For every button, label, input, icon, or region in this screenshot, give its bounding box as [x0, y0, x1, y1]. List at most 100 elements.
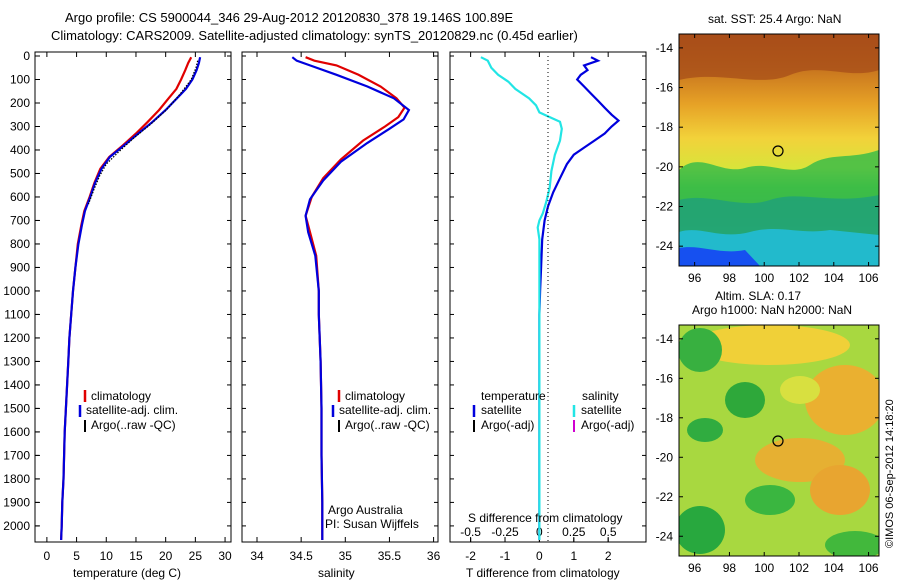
- depth-tick-label: 700: [10, 213, 30, 227]
- salinity-plot: 34 34.5 35 35.5 36: [242, 52, 441, 563]
- temperature-xlabel: temperature (deg C): [73, 566, 181, 580]
- x-tick-label: -1: [500, 549, 511, 563]
- series-line-1: [480, 56, 563, 540]
- map-lat-label: -18: [656, 411, 674, 425]
- salinity-panel: [241, 51, 439, 543]
- map-lat-label: -20: [656, 160, 674, 174]
- imos-stamp: ©IMOS 06-Sep-2012 14:18:20: [884, 399, 896, 548]
- map-lon-label: 98: [723, 561, 737, 575]
- depth-tick-label: 1700: [3, 448, 30, 462]
- depth-axis: 0 100 200 300 400 500 600 700 800 900 1000 1100 1200…: [3, 49, 40, 533]
- map-lat-label: -16: [656, 371, 674, 385]
- sst-map-frame: [678, 33, 880, 267]
- annotation-argo-australia: Argo Australia: [328, 503, 403, 517]
- map-lon-label: 96: [688, 271, 702, 285]
- depth-tick-label: 1100: [4, 307, 30, 321]
- temperature-legend: climatology satellite-adj. clim. Argo(..…: [78, 389, 178, 432]
- legend-argo-label: Argo(..raw -QC): [345, 418, 430, 432]
- map-lat-label: -24: [656, 529, 674, 543]
- map-lat-label: -16: [656, 81, 674, 95]
- sla-map: Altim. SLA: 0.17 Argo h1000: NaN h2000: …: [656, 289, 880, 575]
- map-lat-label: -14: [656, 332, 674, 346]
- map-lon-label: 106: [859, 561, 879, 575]
- depth-tick-label: 900: [10, 260, 30, 274]
- series-line-1: [291, 56, 411, 540]
- depth-tick-label: 1600: [3, 425, 30, 439]
- x-tick-label: 25: [189, 549, 203, 563]
- x-tick-label: 15: [129, 549, 143, 563]
- map-lon-label: 96: [688, 561, 702, 575]
- map-lat-label: -14: [656, 41, 674, 55]
- map-lat-label: -22: [656, 200, 674, 214]
- map-lat-label: -18: [656, 120, 674, 134]
- map-lat-label: -24: [656, 239, 674, 253]
- depth-tick-label: 100: [10, 72, 30, 86]
- legend-satellite-label: satellite-adj. clim.: [339, 403, 431, 417]
- top-x-tick-label: 0.5: [600, 525, 617, 539]
- sst-argo-marker: [772, 145, 784, 157]
- x-tick-label: 0: [536, 549, 543, 563]
- legend-sal-satellite-label: satellite: [581, 403, 622, 417]
- map-lon-label: 106: [859, 271, 879, 285]
- x-tick-label: 30: [218, 549, 232, 563]
- difference-legend: temperature salinity satellite Argo(-adj…: [468, 389, 634, 525]
- x-tick-label: 35: [339, 549, 353, 563]
- legend-climatology-label: climatology: [345, 389, 405, 403]
- legend-climatology-label: climatology: [91, 389, 151, 403]
- depth-tick-label: 1800: [3, 472, 30, 486]
- depth-tick-label: 0: [23, 49, 30, 63]
- top-x-tick-label: -0.25: [491, 525, 519, 539]
- map-lat-label: -20: [656, 450, 674, 464]
- title-line-2: Climatology: CARS2009. Satellite-adjuste…: [51, 28, 578, 43]
- salinity-legend: climatology satellite-adj. clim. Argo(..…: [325, 389, 431, 531]
- depth-tick-label: 1300: [3, 354, 30, 368]
- map-lon-label: 104: [824, 271, 844, 285]
- sst-map-axes: -14 -16 -18 -20 -22 -24 96 98 100 102 104 106: [656, 34, 879, 285]
- x-tick-label: 34.5: [289, 549, 313, 563]
- depth-tick-label: 200: [10, 96, 30, 110]
- map-lon-label: 104: [824, 561, 844, 575]
- depth-tick-label: 300: [10, 119, 30, 133]
- difference-xlabel: T difference from climatology: [466, 566, 620, 580]
- sst-map-title: sat. SST: 25.4 Argo: NaN: [708, 12, 841, 26]
- x-tick-label: -2: [465, 549, 476, 563]
- x-tick-label: 5: [73, 549, 80, 563]
- series-line-1: [60, 56, 202, 541]
- top-x-tick-label: -0.5: [460, 525, 481, 539]
- legend-sal-argo-label: Argo(-adj): [581, 418, 634, 432]
- depth-tick-label: 800: [10, 237, 30, 251]
- map-lon-label: 102: [789, 561, 809, 575]
- top-axis-label: S difference from climatology: [468, 511, 623, 525]
- legend-argo-label: Argo(..raw -QC): [91, 418, 176, 432]
- depth-tick-label: 400: [10, 143, 30, 157]
- map-lon-label: 98: [723, 271, 737, 285]
- annotation-pi: PI: Susan Wijffels: [325, 517, 419, 531]
- depth-tick-label: 600: [10, 190, 30, 204]
- depth-tick-label: 1500: [3, 401, 30, 415]
- depth-tick-label: 1400: [3, 378, 30, 392]
- map-lon-label: 100: [754, 561, 774, 575]
- sla-map-frame: [678, 324, 880, 557]
- temperature-panel: [34, 51, 232, 543]
- series-line-2: [87, 60, 199, 205]
- temperature-plot: 0 5 10 15 20 25 30: [35, 52, 232, 563]
- map-lon-label: 102: [789, 271, 809, 285]
- depth-tick-label: 2000: [3, 519, 30, 533]
- x-tick-label: 34: [250, 549, 264, 563]
- x-tick-label: 1: [570, 549, 577, 563]
- difference-plot: -2 -1 0 1 2-0.5 -0.25 0 0.25 0.5: [450, 52, 646, 563]
- x-tick-label: 10: [100, 549, 114, 563]
- sst-map: sat. SST: 25.4 Argo: NaN -14 -16 -18 -20 -22…: [656, 12, 880, 285]
- legend-header-temperature: temperature: [481, 389, 546, 403]
- sla-map-axes: -14 -16 -18 -20 -22 -24 96 98 100 102 104 106: [656, 325, 879, 575]
- legend-temp-argo-label: Argo(-adj): [481, 418, 534, 432]
- x-tick-label: 2: [605, 549, 612, 563]
- map-lon-label: 100: [754, 271, 774, 285]
- sla-map-title-2: Argo h1000: NaN h2000: NaN: [692, 303, 852, 317]
- depth-tick-label: 1900: [3, 495, 30, 509]
- legend-temp-satellite-label: satellite: [481, 403, 522, 417]
- x-tick-label: 20: [159, 549, 173, 563]
- sla-map-title-1: Altim. SLA: 0.17: [715, 289, 801, 303]
- legend-satellite-label: satellite-adj. clim.: [86, 403, 178, 417]
